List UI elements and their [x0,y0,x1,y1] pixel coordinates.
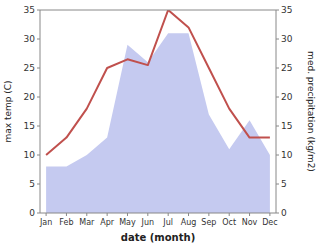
y-tick-label: 0 [29,208,35,218]
x-tick-label: Sep [201,218,216,227]
y2-tick [276,39,279,40]
y-tick-label: 30 [24,34,36,44]
temperature-line [46,10,270,155]
y2-tick [276,184,279,185]
y2-tick [276,68,279,69]
y-tick-label: 20 [24,92,36,102]
y2-tick-label: 5 [281,179,287,189]
y2-tick-label: 30 [281,34,293,44]
y2-tick [276,126,279,127]
y2-tick [276,155,279,156]
y-tick [37,155,40,156]
y2-tick [276,213,279,214]
y2-tick [276,97,279,98]
y-tick [37,213,40,214]
frame-top [40,10,276,11]
x-tick-label: Jan [39,218,52,227]
y-tick [37,39,40,40]
x-tick-label: Oct [222,218,236,227]
x-tick [127,213,128,216]
x-tick [188,213,189,216]
x-tick-label: Aug [181,218,197,227]
plot-area [46,10,270,213]
x-tick [229,213,230,216]
y2-tick-label: 10 [281,150,293,160]
y-tick [37,10,40,11]
y2-tick-label: 0 [281,208,287,218]
y-tick [37,68,40,69]
y2-tick-label: 15 [281,121,292,131]
x-tick [86,213,87,216]
x-tick [249,213,250,216]
x-axis-line [40,213,276,214]
x-tick [107,213,108,216]
y2-axis-line [276,10,277,213]
y-tick-label: 15 [24,121,35,131]
x-tick-label: Nov [242,218,258,227]
y-tick-label: 35 [24,5,35,15]
y-tick [37,184,40,185]
x-tick [46,213,47,216]
y2-tick-label: 20 [281,92,293,102]
x-tick-label: Apr [100,218,115,227]
y2-tick-label: 35 [281,5,292,15]
x-tick [269,213,270,216]
x-tick [147,213,148,216]
chart: 0 5 10 15 20 25 30 35 0 5 10 15 20 25 30 35 Jan Feb Mar Apr… [0,0,318,247]
y-axis-line [40,10,41,213]
x-tick-label: Dec [262,218,277,227]
y-tick [37,126,40,127]
y-tick-label: 10 [24,150,36,160]
precipitation-area [46,33,270,213]
y-tick-label: 25 [24,63,35,73]
x-tick-label: Feb [59,218,73,227]
x-tick [208,213,209,216]
x-axis-label: date (month) [121,232,195,243]
axes: 0 5 10 15 20 25 30 35 0 5 10 15 20 25 30 35 Jan Feb Mar Apr… [24,5,293,227]
y2-axis-label: med. precipitation (kg/m2) [306,51,316,172]
x-tick-label: Jul [162,218,173,227]
y2-tick [276,10,279,11]
y-tick [37,97,40,98]
x-tick [168,213,169,216]
x-tick-label: Jun [141,218,155,227]
y-tick-label: 5 [29,179,35,189]
x-tick-label: Mar [79,218,95,227]
y2-tick-label: 25 [281,63,292,73]
x-tick-label: May [119,218,136,227]
y-axis-label: max temp (C) [3,80,13,142]
x-tick [66,213,67,216]
